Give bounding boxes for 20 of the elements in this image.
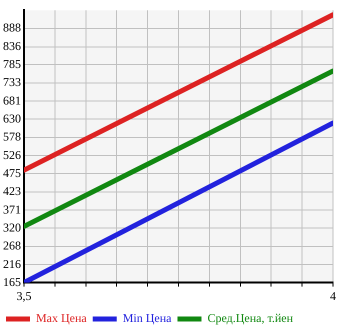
x-tick-label: 4 (330, 288, 336, 303)
legend-label: Min Цена (122, 311, 172, 326)
y-tick-label: 475 (3, 166, 21, 180)
y-tick-label: 320 (3, 220, 21, 234)
y-tick-label: 526 (3, 148, 21, 162)
y-tick-label: 681 (3, 93, 21, 108)
y-tick-label: 268 (3, 238, 21, 253)
y-tick-label: 785 (3, 56, 21, 71)
x-tick-label: 3,5 (16, 288, 32, 303)
y-tick-label: 216 (3, 256, 21, 271)
legend-label: Сред.Цена, т.йен (207, 311, 294, 326)
y-tick-label: 371 (3, 202, 21, 216)
y-tick-label: 423 (3, 184, 21, 198)
legend-label: Max Цена (36, 311, 88, 326)
y-tick-label: 165 (3, 274, 21, 289)
y-tick-label: 888 (3, 20, 21, 35)
y-tick-label: 733 (3, 75, 21, 90)
y-tick-label: 836 (3, 38, 21, 53)
y-tick-label: 630 (3, 111, 21, 126)
y-tick-label: 578 (3, 130, 21, 144)
